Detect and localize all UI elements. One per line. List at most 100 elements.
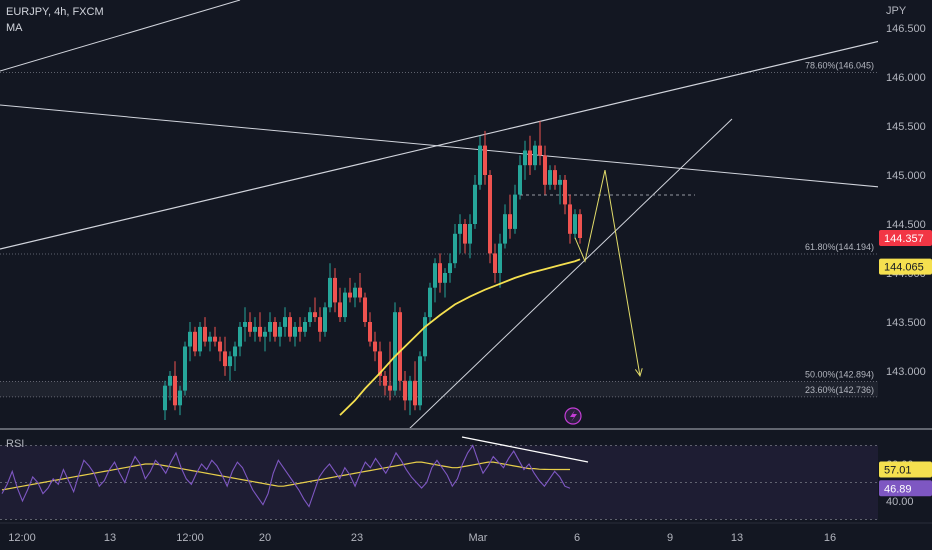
ma-value-tag-text: 144.065 [884, 262, 924, 274]
candle-body [433, 263, 437, 288]
candle-body [288, 317, 292, 337]
candle-body [218, 341, 222, 352]
candle-body [203, 326, 207, 342]
currency-label: JPY [886, 5, 907, 17]
candle-body [388, 385, 392, 391]
candle-body [508, 214, 512, 229]
price-tick-label: 143.500 [886, 317, 926, 329]
candle-body [258, 326, 262, 337]
price-tick-label: 146.500 [886, 23, 926, 35]
candle-body [303, 322, 307, 332]
price-axis[interactable]: 143.000143.500144.000144.500145.000145.5… [886, 23, 926, 378]
trendline [0, 104, 878, 188]
time-tick-label: 6 [574, 532, 580, 544]
candle-body [198, 326, 202, 352]
candle-body [188, 331, 192, 347]
price-pane [0, 0, 878, 428]
candle-body [273, 322, 277, 337]
candle-body [578, 214, 582, 239]
candle-body [333, 277, 337, 303]
candle-body [518, 165, 522, 195]
candle-body [223, 351, 227, 367]
candle-body [338, 302, 342, 318]
candle-body [298, 326, 302, 332]
candle-body [463, 224, 467, 244]
symbol-title[interactable]: EURJPY, 4h, FXCM [6, 6, 104, 18]
candle-body [183, 346, 187, 391]
candle-body [398, 312, 402, 381]
candle-body [313, 312, 317, 318]
candle-body [278, 326, 282, 337]
candle-body [488, 175, 492, 254]
time-tick-label: 16 [824, 532, 836, 544]
time-tick-label: 12:00 [176, 532, 204, 544]
time-tick-label: 9 [667, 532, 673, 544]
time-tick-label: 20 [259, 532, 271, 544]
candle-body [448, 263, 452, 273]
candle-body [558, 179, 562, 185]
candle-body [193, 331, 197, 352]
ma-value-tag-bg [879, 258, 932, 275]
fib-label: 23.60%(142.736) [805, 385, 874, 395]
fib-label: 61.80%(144.194) [805, 242, 874, 252]
moving-average-line [339, 258, 581, 416]
last-price-tag-bg [879, 230, 932, 247]
projection-arrowhead [634, 368, 643, 378]
time-tick-label: 12:00 [8, 532, 36, 544]
indicator-label-ma[interactable]: MA [6, 22, 23, 34]
candle-body [343, 292, 347, 318]
candle-body [163, 385, 167, 411]
price-tick-label: 145.000 [886, 170, 926, 182]
candle-body [513, 194, 517, 229]
candle-body [248, 322, 252, 332]
candle-body [283, 317, 287, 327]
candle-body [453, 233, 457, 264]
candle-body [548, 170, 552, 185]
candle-body [268, 322, 272, 332]
time-tick-label: 13 [104, 532, 116, 544]
candle-body [498, 243, 502, 273]
rsi-ma-value-tag-text: 57.01 [884, 465, 912, 477]
candle-body [368, 322, 372, 342]
candle-body [328, 277, 332, 308]
candle-body [473, 184, 477, 224]
time-tick-label: 13 [731, 532, 743, 544]
rsi-tick-label: 40.00 [886, 496, 914, 508]
candle-body [233, 346, 237, 357]
candle-body [443, 273, 447, 283]
candle-body [503, 214, 507, 244]
candle-body [568, 204, 572, 234]
price-tick-label: 143.000 [886, 366, 926, 378]
candle-body [348, 292, 352, 298]
rsi-value-tag: 46.89 [879, 480, 932, 497]
candle-body [228, 356, 232, 367]
candle-body [378, 351, 382, 376]
candle-body [358, 287, 362, 298]
candle-body [483, 145, 487, 175]
candle-body [468, 224, 472, 244]
candle-body [293, 326, 297, 337]
candle-body [363, 297, 367, 322]
price-tick-label: 144.500 [886, 219, 926, 231]
candle-body [563, 179, 567, 205]
candle-body [208, 336, 212, 342]
rsi-ma-value-tag: 57.01 [879, 461, 932, 478]
candle-body [383, 375, 387, 386]
candle-body [523, 150, 527, 166]
candle-body [168, 375, 172, 386]
candle-body [263, 331, 267, 337]
candle-body [213, 336, 217, 342]
last-price-tag-text: 144.357 [884, 233, 924, 245]
ma-value-tag: 144.065 [879, 258, 932, 275]
candle-body [423, 317, 427, 357]
candle-body [353, 287, 357, 298]
price-tick-label: 145.500 [886, 121, 926, 133]
candle-body [408, 380, 412, 401]
price-tick-label: 146.000 [886, 72, 926, 84]
last-price-tag: 144.357 [879, 230, 932, 247]
candle-body [418, 356, 422, 406]
candle-body [308, 312, 312, 322]
candle-body [543, 155, 547, 185]
